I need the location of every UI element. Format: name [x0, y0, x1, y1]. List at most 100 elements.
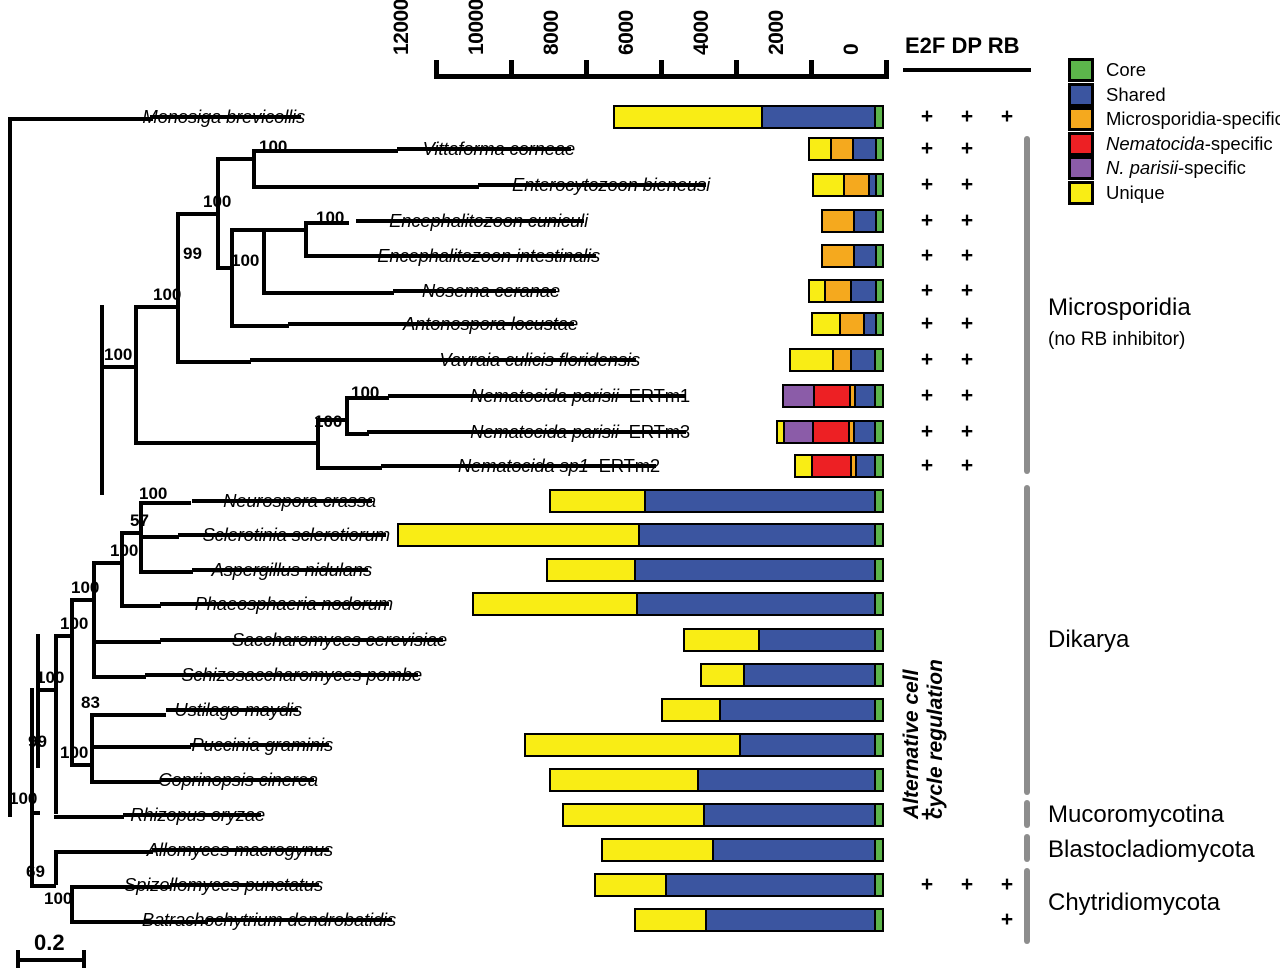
bar-segment-shared [761, 107, 875, 127]
taxon-name: Allomyces macrogynus [146, 839, 333, 860]
bar-segment-core [873, 875, 882, 895]
bar-segment-shared [705, 910, 874, 930]
legend-swatch-n-parisii-specific [1068, 156, 1094, 180]
group-label-chytridiomycota: Chytridiomycota [1048, 889, 1221, 916]
presence-mark-rb: + [1000, 873, 1014, 896]
taxon-name: Nematocida sp1 [457, 455, 589, 476]
bar-segment-core [873, 491, 882, 511]
terminal-branch [152, 848, 329, 852]
taxon-name: Encephalitozoon intestinalis [377, 245, 600, 266]
bar-segment-microsporidia-specific [849, 456, 856, 476]
legend-label: Microsporidia-specific [1106, 108, 1280, 129]
taxon-name: Nosema ceranae [421, 280, 560, 301]
bar-segment-shared [636, 594, 874, 614]
bar-segment-unique [614, 107, 762, 127]
bar-segment-nematocida-specific [811, 422, 848, 442]
bootstrap-value: 99 [183, 244, 202, 263]
axis-tick [659, 60, 664, 79]
gene-content-bar [789, 348, 884, 372]
bar-segment-shared [739, 735, 874, 755]
presence-mark-e2f: + [920, 312, 934, 335]
gene-content-bar [549, 489, 884, 513]
bootstrap-value: 100 [139, 484, 168, 503]
legend-label: Core [1106, 59, 1147, 80]
bar-segment-shared [665, 875, 874, 895]
presence-header-rule [903, 68, 1031, 72]
bootstrap-value: 100 [316, 208, 345, 227]
legend-swatch-nematocida-specific [1068, 131, 1094, 156]
bar-segment-microsporidia-specific [823, 246, 853, 266]
taxon-name: Spizellomyces punctatus [124, 874, 323, 895]
group-label-microsporidia: Microsporidia [1048, 294, 1191, 321]
taxon-label: Sclerotinia sclerotiorum [203, 524, 391, 546]
bar-segment-core [873, 805, 882, 825]
bar-segment-core [874, 139, 882, 159]
taxon-label: Nosema ceranae [422, 280, 560, 302]
bootstrap-value: 69 [26, 862, 45, 881]
bar-segment-unique [685, 630, 758, 650]
bar-segment-shared [644, 491, 874, 511]
taxon-label: Puccinia graminis [191, 734, 333, 756]
presence-mark-dp: + [960, 173, 974, 196]
bar-segment-unique [603, 840, 712, 860]
bar-segment-shared [851, 139, 875, 159]
taxon-name: Batrachochytrium dendrobatidis [141, 909, 396, 930]
bar-segment-core [874, 281, 882, 301]
taxon-name: Vittaforma corneae [422, 138, 576, 159]
gene-content-bar [793, 454, 884, 478]
bootstrap-value: 100 [60, 614, 89, 633]
legend-swatch-unique [1068, 180, 1094, 205]
taxon-label: Nematocida sp1 ERTm2 [458, 455, 660, 477]
bar-segment-microsporidia-specific [824, 281, 850, 301]
bar-segment-core [873, 840, 882, 860]
bar-segment-shared [867, 175, 875, 195]
axis-tick-label: 2000 [765, 10, 788, 55]
bar-segment-unique [814, 175, 843, 195]
bar-segment-microsporidia-specific [839, 314, 864, 334]
bar-segment-shared [853, 386, 875, 406]
bar-segment-core [873, 700, 882, 720]
axis-tick-label: 4000 [690, 10, 713, 55]
gene-content-bar [594, 873, 884, 897]
bar-segment-shared [863, 314, 875, 334]
gene-content-bar [821, 209, 884, 233]
presence-mark-e2f: + [920, 279, 934, 302]
bar-segment-shared [634, 560, 874, 580]
terminal-branch [478, 183, 706, 187]
bootstrap-value: 100 [44, 889, 73, 908]
bar-segment-shared [696, 770, 874, 790]
taxon-label: Ustilago maydis [174, 699, 302, 721]
terminal-branch [190, 743, 329, 747]
axis-tick [734, 60, 739, 79]
presence-mark-e2f: + [920, 454, 934, 477]
bootstrap-value: 100 [203, 192, 232, 211]
axis-tick [809, 60, 814, 79]
bootstrap-value: 100 [231, 251, 260, 270]
terminal-branch [160, 778, 314, 782]
taxon-name: Schizosaccharomyces pombe [181, 664, 422, 685]
presence-mark-e2f: + [920, 209, 934, 232]
bootstrap-value: 83 [81, 693, 100, 712]
bar-segment-n-parisii-specific [784, 386, 813, 406]
bar-segment-core [873, 910, 882, 930]
presence-mark-dp: + [960, 873, 974, 896]
group-bracket-mucoromycotina [1024, 800, 1030, 828]
legend-swatch-core [1068, 58, 1094, 82]
taxon-label: Encephalitozoon cuniculi [389, 210, 588, 232]
bootstrap-value: 100 [71, 578, 100, 597]
group-bracket-chytridiomycota [1024, 868, 1030, 944]
presence-mark-dp: + [960, 209, 974, 232]
bar-segment-unique [812, 314, 840, 334]
legend-label: Shared [1106, 83, 1166, 105]
annotation-alt-cell-cycle-line1: Alternative cell [900, 669, 923, 819]
gene-content-bar [396, 523, 884, 547]
bar-segment-core [873, 525, 882, 545]
axis-tick-label: 0 [840, 43, 863, 55]
terminal-branch [160, 602, 389, 606]
bar-segment-core [874, 107, 882, 127]
gene-content-bar [633, 908, 884, 932]
legend-swatch-shared [1068, 82, 1094, 107]
terminal-branch [356, 254, 596, 258]
legend-label: N. parisii-specific [1106, 157, 1246, 178]
taxon-name: Nematocida parisii [470, 421, 619, 442]
